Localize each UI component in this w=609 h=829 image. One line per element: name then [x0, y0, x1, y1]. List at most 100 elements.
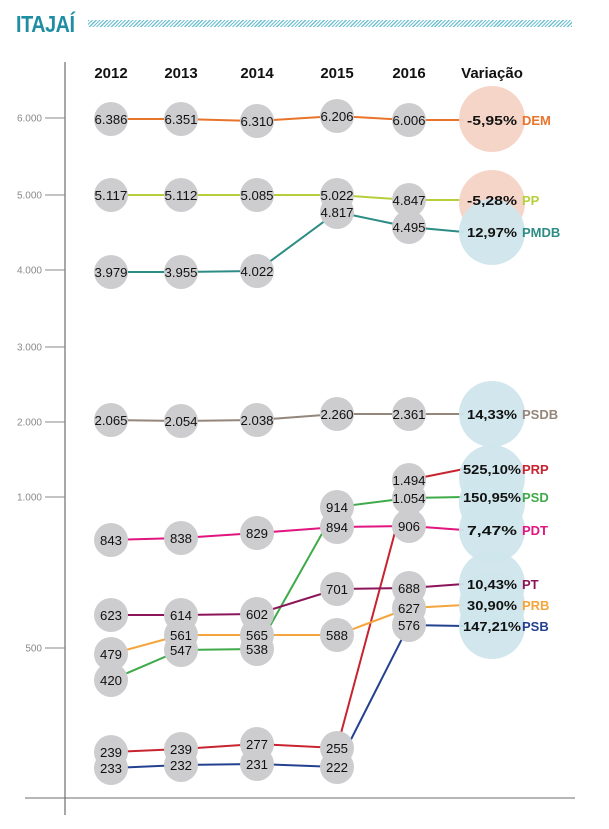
- data-label: 538: [246, 642, 268, 657]
- party-label: DEM: [522, 113, 551, 128]
- point-pp-2012: [94, 178, 128, 212]
- y-tick-label: 6.000: [17, 114, 42, 125]
- variation-header: Variação: [461, 65, 523, 82]
- variation-value: 12,97%: [467, 225, 517, 240]
- year-header: 2014: [240, 65, 274, 82]
- party-label: PMDB: [522, 225, 560, 240]
- data-label: 232: [170, 758, 192, 773]
- variation-value: 10,43%: [467, 577, 517, 592]
- party-label: PSB: [522, 619, 549, 634]
- point-psd-2016: [392, 481, 426, 515]
- year-header: 2015: [320, 65, 353, 82]
- data-label: 222: [326, 760, 348, 775]
- data-label: 3.979: [95, 265, 128, 280]
- data-label: 547: [170, 643, 192, 658]
- party-label: PP: [522, 193, 540, 208]
- point-psd-2012: [94, 663, 128, 697]
- point-psb-2014: [240, 747, 274, 781]
- data-label: 6.006: [393, 113, 426, 128]
- data-label: 838: [170, 531, 192, 546]
- point-psb-2016: [392, 608, 426, 642]
- data-label: 2.054: [165, 414, 198, 429]
- column-headers: 2012 2013 2014 2015 2016 Variação: [94, 65, 523, 82]
- chart-title: ITAJAÍ: [16, 11, 75, 37]
- data-label: 602: [246, 607, 268, 622]
- point-psdb-2015: [320, 397, 354, 431]
- point-psb-2015: [320, 750, 354, 784]
- variation-value: 525,10%: [463, 462, 521, 477]
- y-tick-label: 500: [25, 644, 42, 655]
- party-label: PDT: [522, 523, 548, 538]
- variation-circle-dem: [459, 86, 525, 152]
- point-pmdb-2014: [240, 254, 274, 288]
- data-label: 894: [326, 520, 348, 535]
- y-tick-label: 2.000: [17, 418, 42, 429]
- year-header: 2012: [94, 65, 127, 82]
- point-pp-2014: [240, 178, 274, 212]
- data-label: 420: [100, 673, 122, 688]
- point-pdt-2014: [240, 516, 274, 550]
- y-tick-label: 1.000: [17, 493, 42, 504]
- data-label: 6.351: [165, 112, 198, 127]
- variation-circle-pdt: [459, 497, 525, 563]
- party-label: PSD: [522, 490, 549, 505]
- data-label: 1.054: [393, 491, 426, 506]
- variation-value: -5,95%: [467, 113, 518, 128]
- point-psb-2013: [164, 748, 198, 782]
- data-label: 239: [100, 745, 122, 760]
- point-pdt-2012: [94, 523, 128, 557]
- point-psdb-2016: [392, 397, 426, 431]
- year-header: 2016: [392, 65, 425, 82]
- data-label: 561: [170, 628, 192, 643]
- point-pdt-2016: [392, 509, 426, 543]
- variation-labels: -5,95% DEM -5,28% PP 12,97% PMDB 14,33% PSDB 525…: [463, 113, 560, 634]
- point-psb-2012: [94, 751, 128, 785]
- data-label: 231: [246, 757, 268, 772]
- point-prb-2013: [164, 618, 198, 652]
- data-label: 565: [246, 628, 268, 643]
- data-label: 6.206: [321, 109, 354, 124]
- data-label: 829: [246, 526, 268, 541]
- data-label: 2.260: [321, 407, 354, 422]
- y-tick-label: 5.000: [17, 191, 42, 202]
- point-dem-2012: [94, 102, 128, 136]
- point-pmdb-2013: [164, 255, 198, 289]
- data-label: 614: [170, 608, 192, 623]
- data-label: 914: [326, 500, 348, 515]
- data-label: 627: [398, 601, 420, 616]
- data-label: 6.386: [95, 112, 128, 127]
- y-tick-label: 4.000: [17, 266, 42, 277]
- data-label: 623: [100, 608, 122, 623]
- variation-value: 30,90%: [467, 598, 517, 613]
- point-pmdb-2016: [392, 210, 426, 244]
- data-label: 2.038: [241, 413, 274, 428]
- variation-circle-psb: [459, 593, 525, 659]
- party-label: PSDB: [522, 407, 558, 422]
- data-label: 5.022: [321, 188, 354, 203]
- point-pt-2015: [320, 572, 354, 606]
- data-label: 277: [246, 737, 268, 752]
- data-label: 2.361: [393, 407, 426, 422]
- data-label: 6.310: [241, 114, 274, 129]
- point-pt-2012: [94, 598, 128, 632]
- variation-circles: [459, 86, 525, 659]
- y-tick-label: 3.000: [17, 343, 42, 354]
- data-label: 3.955: [165, 265, 198, 280]
- point-pp-2016: [392, 183, 426, 217]
- point-dem-2016: [392, 103, 426, 137]
- variation-value: 14,33%: [467, 407, 517, 422]
- point-pmdb-2015: [320, 195, 354, 229]
- variation-value: 150,95%: [463, 490, 521, 505]
- data-label: 4.847: [393, 193, 426, 208]
- point-psdb-2014: [240, 403, 274, 437]
- variation-value: 7,47%: [467, 523, 518, 538]
- party-label: PRP: [522, 462, 549, 477]
- point-psdb-2012: [94, 403, 128, 437]
- data-label: 588: [326, 628, 348, 643]
- data-label: 479: [100, 647, 122, 662]
- point-dem-2014: [240, 104, 274, 138]
- data-label: 576: [398, 618, 420, 633]
- point-pdt-2013: [164, 521, 198, 555]
- data-label: 2.065: [95, 413, 128, 428]
